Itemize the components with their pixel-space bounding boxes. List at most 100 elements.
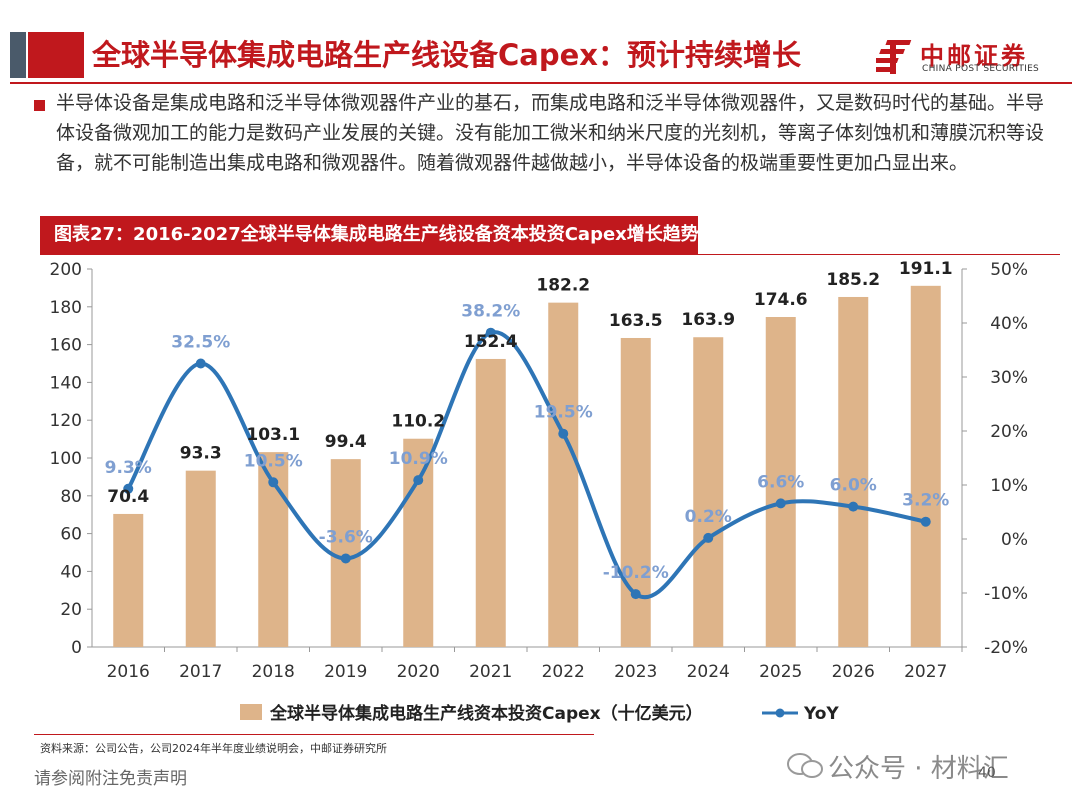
capex-bar	[330, 459, 361, 647]
yoy-value-label: 38.2%	[461, 302, 520, 322]
right-tick-label: 10%	[990, 476, 1028, 496]
logo-text-en: CHINA POST SECURITIES	[922, 64, 1040, 74]
bar-value-label: 103.1	[246, 425, 300, 445]
figure-title: 图表27：2016-2027全球半导体集成电路生产线设备资本投资Capex增长趋…	[40, 216, 699, 254]
right-tick-label: 50%	[990, 260, 1028, 280]
header-divider	[10, 82, 1072, 84]
yoy-point	[123, 483, 134, 494]
logo-text-cn: 中邮证券	[920, 42, 1028, 70]
legend-bar-label: 全球半导体集成电路生产线资本投资Capex（十亿美元）	[269, 703, 703, 724]
left-tick-label: 80	[60, 487, 82, 507]
x-tick-label: 2019	[324, 662, 367, 682]
yoy-point	[268, 477, 279, 488]
capex-bar	[475, 358, 506, 647]
yoy-value-label: -3.6%	[319, 527, 373, 547]
x-tick-label: 2026	[832, 662, 875, 682]
x-tick-label: 2017	[179, 662, 222, 682]
x-tick-label: 2018	[252, 662, 295, 682]
yoy-point	[195, 358, 206, 369]
header-accent-dark	[10, 32, 26, 78]
page-number: 40	[978, 765, 996, 781]
wechat-icon	[787, 753, 823, 778]
left-tick-label: 100	[50, 449, 82, 469]
yoy-point	[485, 327, 496, 338]
china-post-logo-icon	[876, 40, 912, 74]
capex-bar	[113, 513, 144, 647]
figure-divider	[40, 254, 1060, 255]
yoy-line	[126, 330, 927, 600]
x-tick-label: 2021	[469, 662, 512, 682]
left-tick-label: 140	[50, 373, 82, 393]
right-tick-label: 30%	[990, 368, 1028, 388]
yoy-value-label: 0.2%	[685, 507, 732, 527]
bar-value-label: 191.1	[899, 259, 953, 279]
yoy-value-label: 9.3%	[105, 458, 152, 478]
yoy-value-label: 19.5%	[534, 403, 593, 423]
capex-bar	[620, 337, 651, 647]
capex-bar	[765, 317, 796, 647]
legend-line-marker	[775, 708, 785, 718]
yoy-point	[630, 589, 641, 600]
left-tick-label: 0	[71, 638, 82, 658]
source-note: 资料来源：公司公告，公司2024年半年度业绩说明会，中邮证券研究所	[40, 742, 387, 755]
bar-value-label: 99.4	[325, 432, 367, 452]
bar-value-label: 163.5	[609, 311, 663, 331]
x-tick-label: 2016	[107, 662, 150, 682]
bar-value-label: 163.9	[681, 310, 735, 330]
bar-value-label: 185.2	[826, 270, 880, 290]
disclaimer-note: 请参阅附注免责声明	[34, 769, 187, 789]
bar-value-label: 182.2	[536, 276, 590, 296]
capex-bar	[403, 438, 434, 647]
yoy-value-label: 3.2%	[902, 491, 949, 511]
bullet-icon	[34, 100, 45, 111]
bar-value-label: 152.4	[464, 332, 518, 352]
yoy-point	[340, 553, 351, 564]
yoy-point	[775, 498, 786, 509]
watermark-label: 公众号 · 材料汇	[828, 754, 1009, 784]
right-tick-label: -10%	[984, 584, 1028, 604]
x-tick-label: 2025	[759, 662, 802, 682]
capex-bar	[838, 296, 869, 647]
yoy-value-label: 32.5%	[171, 333, 230, 353]
left-tick-label: 160	[50, 336, 82, 356]
legend-bar-swatch	[240, 704, 262, 720]
yoy-value-label: 6.6%	[757, 472, 804, 492]
yoy-value-label: -10.2%	[603, 563, 669, 583]
source-divider	[34, 734, 594, 735]
right-tick-label: 40%	[990, 314, 1028, 334]
legend-line-label: YoY	[803, 704, 839, 724]
left-tick-label: 60	[60, 525, 82, 545]
x-tick-label: 2027	[904, 662, 947, 682]
capex-bar	[548, 302, 579, 647]
bar-value-label: 93.3	[180, 444, 222, 464]
yoy-value-label: 6.0%	[830, 476, 877, 496]
yoy-point	[558, 428, 569, 439]
right-tick-label: -20%	[984, 638, 1028, 658]
yoy-point	[703, 532, 714, 543]
left-tick-label: 20	[60, 600, 82, 620]
page-title: 全球半导体集成电路生产线设备Capex：预计持续增长	[92, 38, 801, 72]
company-logo: 中邮证券 CHINA POST SECURITIES	[876, 38, 1076, 80]
bar-value-label: 174.6	[754, 290, 808, 310]
left-tick-label: 200	[50, 260, 82, 280]
capex-bar	[910, 285, 941, 647]
left-tick-label: 180	[50, 298, 82, 318]
capex-chart: 0 20 40 60 80 100 120 140 160 180 200 -20% -10% 0% 10%…	[50, 259, 1028, 724]
x-tick-label: 2022	[542, 662, 585, 682]
right-tick-label: 20%	[990, 422, 1028, 442]
yoy-point	[413, 475, 424, 486]
left-tick-label: 120	[50, 411, 82, 431]
capex-bar	[693, 337, 724, 647]
yoy-value-label: 10.5%	[244, 451, 303, 471]
bar-value-label: 70.4	[107, 487, 149, 507]
yoy-point	[920, 516, 931, 527]
yoy-point	[848, 501, 859, 512]
left-tick-label: 40	[60, 562, 82, 582]
capex-bar	[185, 470, 216, 647]
yoy-value-label: 10.9%	[389, 449, 448, 469]
x-tick-label: 2023	[614, 662, 657, 682]
intro-paragraph: 半导体设备是集成电路和泛半导体微观器件产业的基石，而集成电路和泛半导体微观器件，…	[56, 92, 1045, 174]
right-tick-label: 0%	[1001, 530, 1028, 550]
watermark-text: 公众号 · 材料汇	[784, 748, 1009, 785]
bar-value-label: 110.2	[391, 412, 445, 432]
